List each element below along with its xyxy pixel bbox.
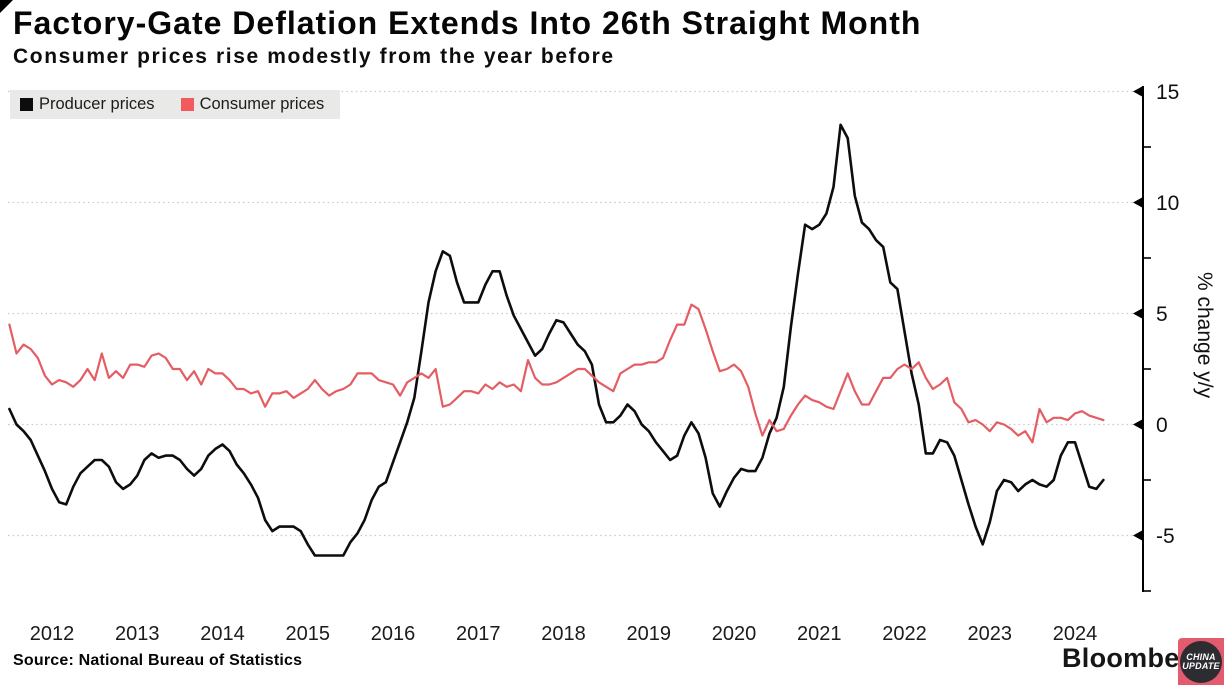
chart-subtitle: Consumer prices rise modestly from the y… (13, 45, 615, 68)
x-axis-label-2018: 2018 (541, 623, 586, 645)
y-tick-label: -5 (1156, 525, 1175, 548)
legend-item-consumer-prices: Consumer prices (180, 95, 325, 114)
china-update-logo-line1: CHINA (1186, 651, 1216, 662)
y-major-tick-arrow-icon (1133, 197, 1143, 208)
china-update-logo: CHINA UPDATE (1178, 638, 1224, 685)
y-major-tick-arrow-icon (1133, 86, 1143, 97)
x-axis-label-2019: 2019 (626, 623, 672, 645)
x-axis-label-2014: 2014 (200, 623, 245, 645)
producer-prices-line (8, 123, 1105, 557)
x-axis-label-2023: 2023 (967, 623, 1013, 645)
y-major-tick-arrow-icon (1133, 530, 1143, 541)
y-tick-label: 0 (1156, 414, 1168, 437)
x-axis-label-2015: 2015 (285, 623, 331, 645)
corner-wedge (0, 0, 13, 13)
china-update-logo-line2: UPDATE (1182, 661, 1220, 671)
y-tick-label: 15 (1156, 81, 1179, 104)
y-tick-label: 5 (1156, 303, 1168, 326)
y-major-tick-arrow-icon (1133, 419, 1143, 430)
x-axis-label-2012: 2012 (29, 623, 75, 645)
legend-item-producer-prices: Producer prices (20, 95, 155, 114)
x-axis-label-2021: 2021 (797, 623, 842, 645)
x-axis-label-2017: 2017 (456, 623, 501, 645)
legend-label-producer-prices: Producer prices (39, 95, 155, 113)
producer-prices-swatch-icon (20, 98, 33, 111)
source-note: Source: National Bureau of Statistics (13, 652, 303, 669)
y-tick-label: 10 (1156, 192, 1179, 215)
y-major-tick-arrow-icon (1133, 308, 1143, 319)
x-axis-label-2020: 2020 (711, 623, 757, 645)
x-axis-label-2016: 2016 (370, 623, 416, 645)
consumer-prices-line (8, 303, 1105, 444)
y-axis-title: % change y/y (1193, 271, 1216, 399)
consumer-prices-swatch-icon (180, 98, 194, 111)
chart-title: Factory-Gate Deflation Extends Into 26th… (13, 5, 922, 41)
china-update-logo-circle: CHINA UPDATE (1180, 641, 1222, 683)
legend-label-consumer-prices: Consumer prices (199, 95, 325, 113)
x-axis-label-2013: 2013 (115, 623, 160, 645)
x-axis-label-2022: 2022 (882, 623, 927, 645)
chart-legend: Producer prices Consumer prices (10, 90, 341, 119)
x-axis-label-2024: 2024 (1052, 623, 1098, 645)
